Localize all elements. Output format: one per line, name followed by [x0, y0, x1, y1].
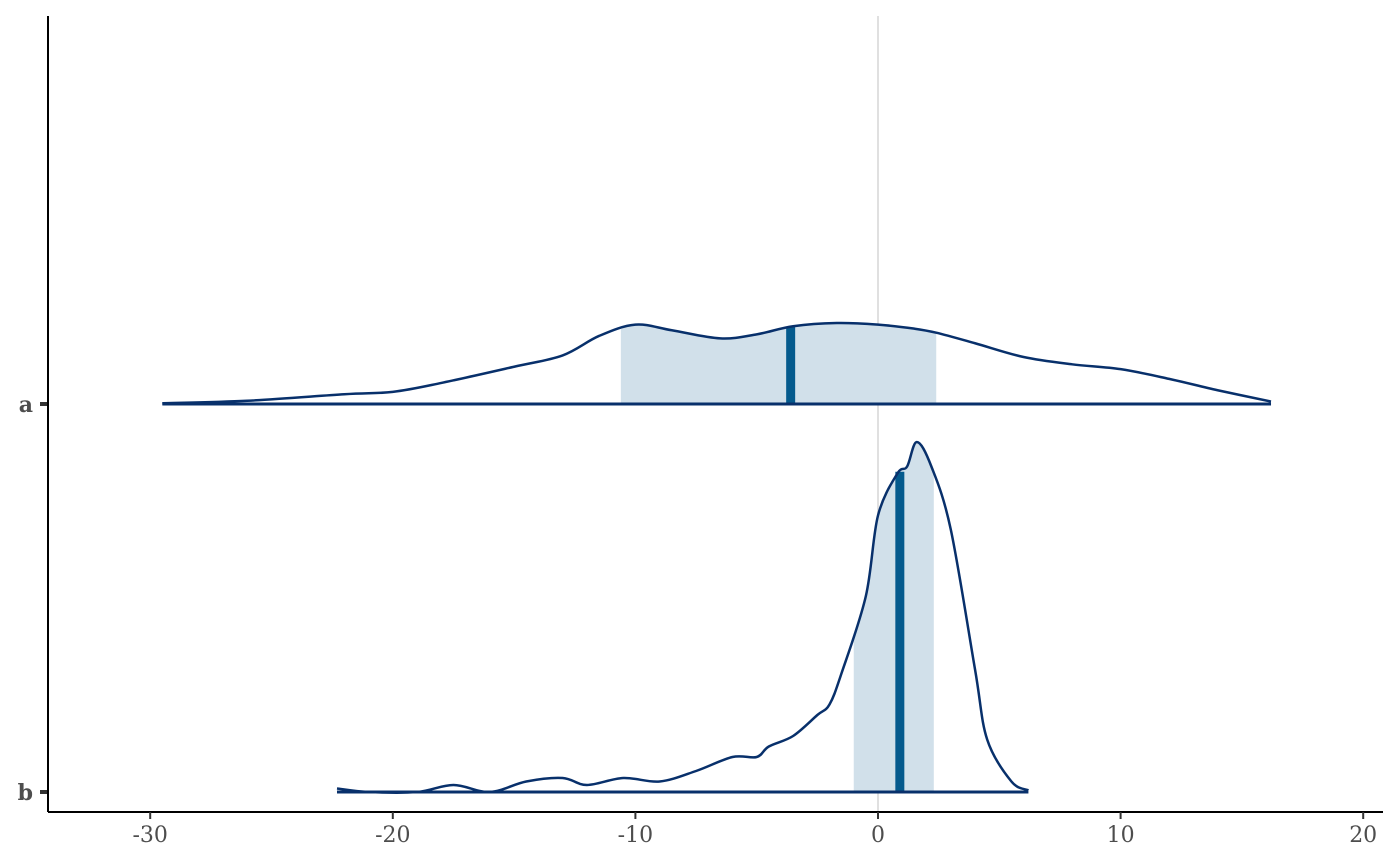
interval-area-a — [620, 322, 937, 404]
density-curve-b — [336, 440, 1029, 794]
density-curve-a — [162, 321, 1272, 405]
x-tick-label: 10 — [1107, 823, 1135, 848]
y-tick-label-a: a — [19, 392, 33, 418]
x-tick-label: -10 — [618, 823, 653, 848]
axes: a b -30 -20 -10 0 10 20 — [18, 16, 1383, 848]
plot-area — [162, 16, 1272, 812]
x-tick-label: -30 — [132, 823, 167, 848]
y-tick-label-b: b — [18, 780, 33, 806]
series-b — [336, 440, 1029, 794]
interval-area-b — [853, 442, 934, 792]
x-tick-label: 20 — [1349, 823, 1377, 848]
x-tick-label: 0 — [871, 823, 885, 848]
x-tick-label: -20 — [375, 823, 410, 848]
series-a — [162, 321, 1272, 406]
